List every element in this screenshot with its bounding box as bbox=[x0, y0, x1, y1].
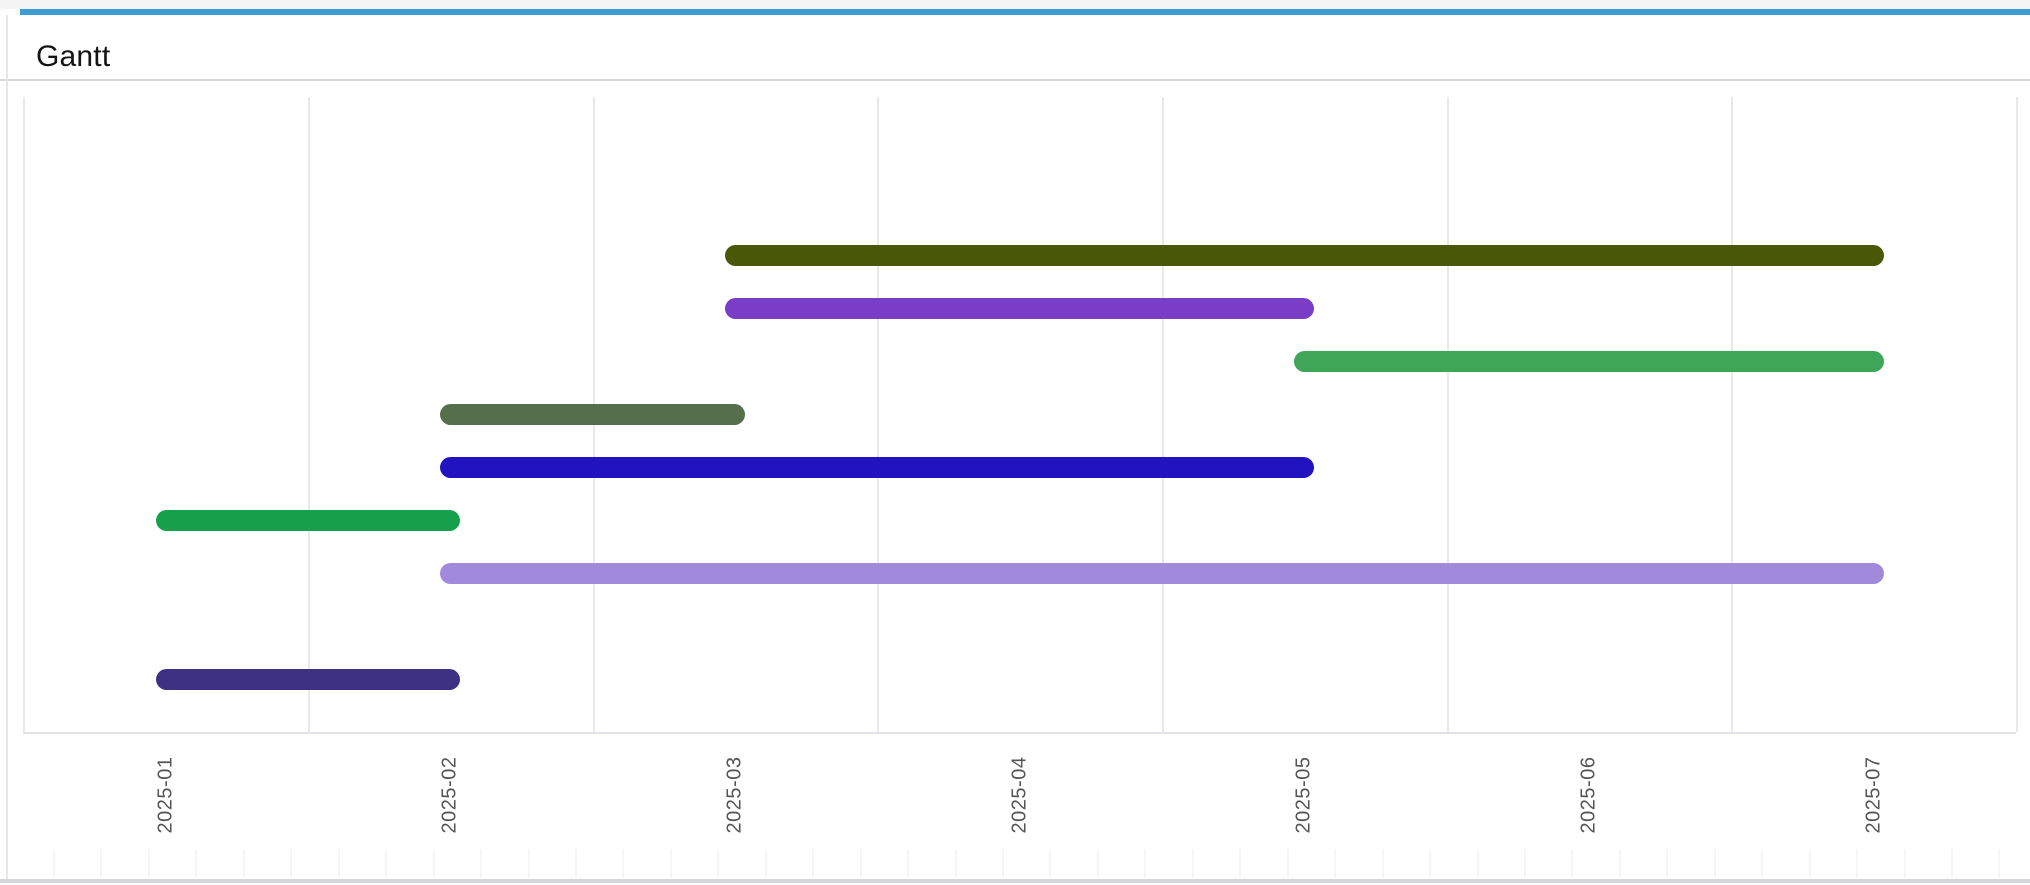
gridline bbox=[23, 97, 26, 732]
gantt-bar[interactable] bbox=[155, 509, 461, 531]
gridline bbox=[1446, 97, 1449, 732]
x-axis-label: 2025-07 bbox=[1862, 756, 1885, 834]
minor-tick bbox=[669, 849, 672, 878]
minor-tick bbox=[1334, 849, 1337, 878]
header-divider bbox=[0, 79, 2030, 81]
minor-tick bbox=[1713, 849, 1716, 878]
minor-tick bbox=[1144, 849, 1147, 878]
minor-tick bbox=[1049, 849, 1052, 878]
x-axis-label: 2025-03 bbox=[723, 756, 746, 834]
minor-tick bbox=[242, 849, 245, 878]
x-axis-label: 2025-05 bbox=[1292, 756, 1315, 834]
x-axis-label: 2025-06 bbox=[1577, 756, 1600, 834]
minor-tick bbox=[1239, 849, 1242, 878]
page-title: Gantt bbox=[36, 40, 111, 73]
gantt-bar[interactable] bbox=[440, 403, 745, 425]
minor-tick bbox=[1096, 849, 1099, 878]
panel-header: Gantt bbox=[7, 15, 2030, 79]
gridline bbox=[1731, 97, 1734, 732]
minor-tick bbox=[1666, 849, 1669, 878]
gridline bbox=[877, 97, 880, 732]
minor-tick bbox=[1761, 849, 1764, 878]
minor-tick bbox=[147, 849, 150, 878]
minor-tick bbox=[337, 849, 340, 878]
minor-tick bbox=[432, 849, 435, 878]
minor-tick bbox=[859, 849, 862, 878]
minor-tick bbox=[1571, 849, 1574, 878]
gantt-bar[interactable] bbox=[1294, 350, 1884, 372]
minor-tick bbox=[1951, 849, 1953, 878]
x-axis-line bbox=[23, 732, 2017, 734]
minor-tick bbox=[764, 849, 767, 878]
minor-tick bbox=[100, 849, 103, 878]
minor-tick bbox=[1998, 849, 2001, 878]
minor-tick bbox=[1618, 849, 1621, 878]
minor-tick bbox=[385, 849, 388, 878]
minor-tick bbox=[1002, 849, 1004, 878]
gantt-bar[interactable] bbox=[724, 244, 1884, 266]
gridline bbox=[1162, 97, 1165, 732]
minor-tick bbox=[1476, 849, 1479, 878]
page-bottom-border bbox=[0, 879, 2030, 883]
minor-tick bbox=[717, 849, 720, 878]
page-left-border bbox=[6, 15, 8, 879]
x-axis-label: 2025-02 bbox=[438, 756, 461, 834]
minor-tick bbox=[1381, 849, 1384, 878]
top-strip bbox=[0, 0, 2030, 9]
minor-tick bbox=[1191, 849, 1194, 878]
minor-tick bbox=[1286, 849, 1289, 878]
gantt-bar[interactable] bbox=[440, 456, 1315, 478]
x-axis-label: 2025-04 bbox=[1008, 756, 1031, 834]
minor-tick bbox=[622, 849, 625, 878]
minor-tick bbox=[1808, 849, 1811, 878]
minor-tick bbox=[1903, 849, 1906, 878]
gantt-bar[interactable] bbox=[155, 668, 461, 690]
minor-tick bbox=[954, 849, 957, 878]
gantt-bar[interactable] bbox=[440, 562, 1884, 584]
minor-tick bbox=[290, 849, 293, 878]
minor-tick bbox=[1523, 849, 1526, 878]
minor-tick bbox=[574, 849, 577, 878]
minor-tick bbox=[1429, 849, 1432, 878]
minor-tick bbox=[480, 849, 483, 878]
x-axis-label: 2025-01 bbox=[154, 756, 176, 834]
minor-tick bbox=[812, 849, 815, 878]
minor-tick bbox=[195, 849, 198, 878]
gridline bbox=[2016, 97, 2019, 732]
gantt-bar[interactable] bbox=[724, 297, 1315, 319]
minor-tick bbox=[907, 849, 910, 878]
minor-tick bbox=[527, 849, 530, 878]
gridline bbox=[307, 97, 310, 732]
accent-bar bbox=[20, 9, 2030, 15]
gantt-chart: 2025-01 2025-02 2025-03 2025-04 2025-05 2025-… bbox=[0, 81, 2030, 879]
minor-tick bbox=[1856, 849, 1859, 878]
minor-tick bbox=[53, 849, 55, 878]
